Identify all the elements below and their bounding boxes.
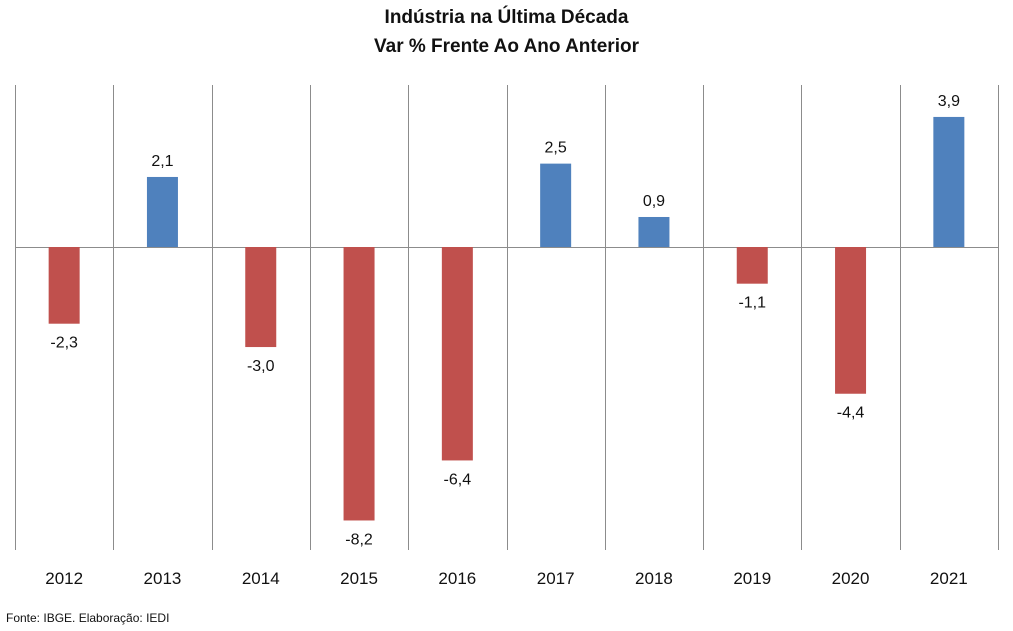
data-label-2015: -8,2 (345, 531, 373, 548)
bar-2020 (835, 247, 867, 394)
data-label-2013: 2,1 (151, 153, 173, 170)
x-tick-label-2015: 2015 (340, 569, 378, 588)
x-tick-label-2018: 2018 (635, 569, 673, 588)
x-tick-label-2020: 2020 (832, 569, 870, 588)
chart-title: Indústria na Última Década (384, 7, 629, 28)
x-tick-label-2012: 2012 (45, 569, 83, 588)
x-tick-label-2013: 2013 (144, 569, 182, 588)
data-label-2012: -2,3 (50, 335, 78, 352)
bar-2019 (736, 247, 768, 284)
data-label-2021: 3,9 (938, 93, 960, 110)
data-label-2018: 0,9 (643, 193, 665, 210)
data-label-2014: -3,0 (247, 358, 275, 375)
chart-subtitle: Var % Frente Ao Ano Anterior (374, 36, 639, 57)
bar-2013 (146, 176, 178, 247)
data-label-2017: 2,5 (545, 140, 567, 157)
bar-2015 (343, 247, 375, 521)
x-tick-label-2016: 2016 (438, 569, 476, 588)
bar-2012 (48, 247, 80, 324)
x-tick-label-2017: 2017 (537, 569, 575, 588)
bar-2016 (441, 247, 473, 461)
data-label-2016: -6,4 (444, 471, 472, 488)
source-note: Fonte: IBGE. Elaboração: IEDI (6, 611, 170, 625)
bar-2021 (933, 116, 965, 247)
data-label-2020: -4,4 (837, 405, 865, 422)
x-tick-label-2021: 2021 (930, 569, 968, 588)
bar-2014 (245, 247, 277, 348)
bar-2017 (540, 163, 572, 247)
data-label-2019: -1,1 (738, 295, 766, 312)
x-tick-label-2014: 2014 (242, 569, 280, 588)
bar-2018 (638, 216, 670, 247)
x-tick-label-2019: 2019 (733, 569, 771, 588)
